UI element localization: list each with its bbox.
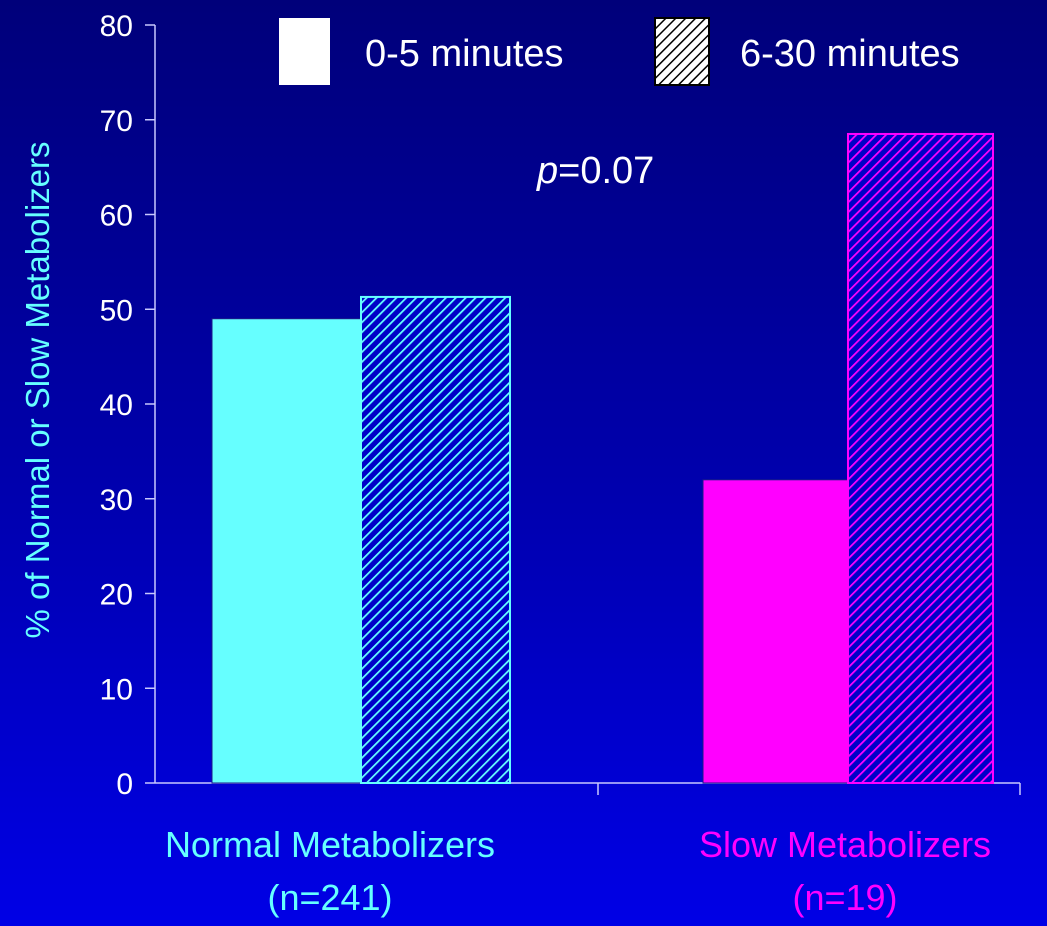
bar-slow-metabolizers-0-5-minutes <box>702 479 849 784</box>
bar-normal-metabolizers-6-30-minutes <box>360 295 511 784</box>
legend-label-6-30-minutes: 6-30 minutes <box>740 33 960 75</box>
category-label: Slow Metabolizers <box>699 824 991 865</box>
category-label: Normal Metabolizers <box>165 824 495 865</box>
legend: 0-5 minutes 6-30 minutes <box>279 17 960 86</box>
category-count-label: (n=241) <box>267 877 392 918</box>
y-axis-ticks: 0 10 20 30 40 50 60 70 80 <box>100 10 155 801</box>
p-value-annotation: p=0.07 <box>536 150 654 192</box>
bars <box>211 132 994 784</box>
y-tick-label: 50 <box>100 294 133 327</box>
y-tick-label: 60 <box>100 200 133 233</box>
y-tick-label: 30 <box>100 484 133 517</box>
y-tick-label: 10 <box>100 673 133 706</box>
y-axis-title: % of Normal or Slow Metabolizers <box>19 142 56 639</box>
category-count-label: (n=19) <box>792 877 897 918</box>
y-tick-label: 70 <box>100 105 133 138</box>
legend-swatch-hatched <box>654 17 710 86</box>
y-tick-label: 0 <box>116 768 133 801</box>
x-axis-ticks <box>597 783 1021 795</box>
p-value-text: =0.07 <box>558 150 654 192</box>
category-labels: Normal Metabolizers (n=241) Slow Metaboliz… <box>165 824 991 918</box>
legend-swatch-solid <box>279 18 330 85</box>
legend-label-0-5-minutes: 0-5 minutes <box>365 33 564 75</box>
y-tick-label: 80 <box>100 10 133 43</box>
bar-normal-metabolizers-0-5-minutes <box>211 318 362 784</box>
p-value-symbol: p <box>536 150 558 192</box>
y-tick-label: 40 <box>100 389 133 422</box>
y-tick-label: 20 <box>100 579 133 612</box>
bar-slow-metabolizers-6-30-minutes <box>847 132 994 784</box>
